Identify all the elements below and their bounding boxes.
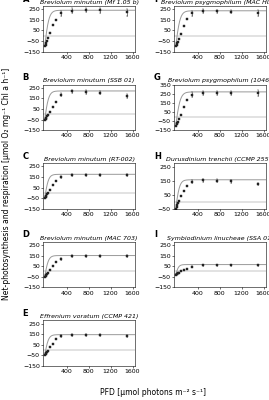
Title: Breviolum psygmophilum (1046): Breviolum psygmophilum (1046) (168, 78, 269, 84)
Text: Net-photosynthesis and respiration [μmol O₂ mg⁻¹ Chl a h⁻¹]: Net-photosynthesis and respiration [μmol… (2, 68, 11, 300)
Text: F: F (154, 0, 159, 4)
Title: Breviolum minutum (RT-002): Breviolum minutum (RT-002) (44, 157, 135, 162)
Text: H: H (154, 152, 161, 161)
Text: B: B (23, 73, 29, 82)
Title: Breviolum minutum (SSB 01): Breviolum minutum (SSB 01) (43, 78, 135, 84)
Title: Effrenium voratum (CCMP 421): Effrenium voratum (CCMP 421) (40, 314, 139, 319)
Title: Symbiodinium linucheae (SSA 01): Symbiodinium linucheae (SSA 01) (167, 236, 269, 241)
Text: I: I (154, 230, 157, 240)
Title: Breviolum minutum (Mf 1.05 b): Breviolum minutum (Mf 1.05 b) (40, 0, 139, 5)
Title: Breviolum minutum (MAC 703): Breviolum minutum (MAC 703) (40, 236, 138, 241)
Title: Durusdinium trenchii (CCMP 2556): Durusdinium trenchii (CCMP 2556) (166, 157, 269, 162)
Text: G: G (154, 73, 161, 82)
Text: A: A (23, 0, 29, 4)
Text: C: C (23, 152, 29, 161)
Text: D: D (23, 230, 30, 240)
Title: Breviolum psygmophilum (MAC HIAp): Breviolum psygmophilum (MAC HIAp) (161, 0, 269, 5)
Text: PFD [μmol photons m⁻² s⁻¹]: PFD [μmol photons m⁻² s⁻¹] (100, 388, 206, 397)
Text: E: E (23, 309, 28, 318)
